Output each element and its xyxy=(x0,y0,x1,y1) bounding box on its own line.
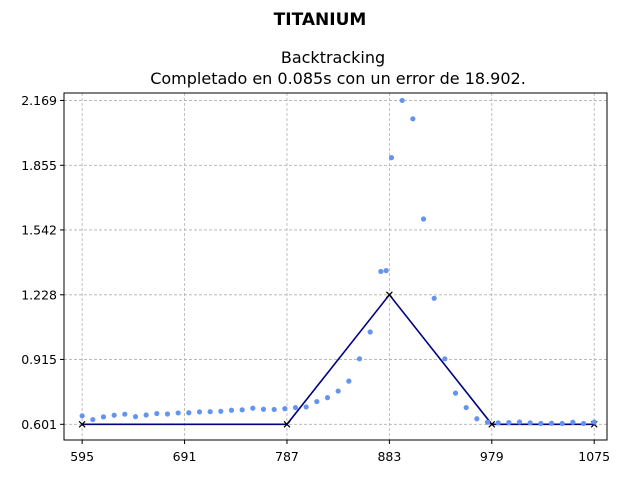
data-point xyxy=(516,419,523,425)
data-point xyxy=(452,390,459,396)
data-point xyxy=(388,155,395,161)
data-point xyxy=(591,419,597,425)
data-point xyxy=(143,412,149,418)
data-point xyxy=(260,406,267,412)
fit-line xyxy=(82,293,595,426)
breakpoint-marker xyxy=(283,420,291,428)
chart-title-line2: Completado en 0.085s con un error de 18.… xyxy=(150,69,526,88)
data-point xyxy=(175,410,181,416)
plot-frame xyxy=(63,92,608,441)
y-tick-label: 1.855 xyxy=(21,158,57,173)
data-point xyxy=(122,411,128,417)
x-tick-label: 979 xyxy=(480,449,504,464)
x-tick-label: 595 xyxy=(70,449,94,464)
data-point xyxy=(538,420,544,427)
data-point xyxy=(111,412,117,418)
data-point xyxy=(100,414,107,420)
data-point xyxy=(383,268,389,274)
x-tick-label: 1075 xyxy=(578,449,610,464)
data-point xyxy=(207,409,213,415)
y-tick-label: 0.601 xyxy=(21,417,57,432)
data-point xyxy=(282,406,288,412)
data-point xyxy=(431,295,437,301)
y-tick-label: 1.542 xyxy=(21,222,57,237)
data-point xyxy=(324,395,331,401)
data-point xyxy=(218,408,224,414)
data-point xyxy=(164,411,171,417)
x-tick-label: 787 xyxy=(275,449,299,464)
data-point xyxy=(474,416,480,422)
data-point xyxy=(410,116,416,122)
data-point xyxy=(356,356,363,362)
data-point xyxy=(484,419,491,425)
data-point xyxy=(303,404,309,410)
data-point xyxy=(132,414,139,420)
data-point xyxy=(186,410,192,416)
data-point xyxy=(79,413,85,419)
data-point xyxy=(442,356,448,362)
data-point xyxy=(90,416,96,423)
data-point xyxy=(527,420,533,426)
data-point xyxy=(314,398,320,405)
data-point xyxy=(154,410,160,417)
data-point xyxy=(335,388,341,394)
data-point xyxy=(420,216,427,222)
data-point xyxy=(580,420,587,427)
point-layer xyxy=(79,97,597,427)
data-point xyxy=(399,97,405,104)
y-tick-label: 1.228 xyxy=(21,287,57,302)
breakpoint-marker xyxy=(385,291,393,299)
data-point xyxy=(228,407,235,413)
grid-layer xyxy=(64,93,607,440)
data-point xyxy=(271,406,277,413)
data-point xyxy=(292,404,299,411)
data-point xyxy=(570,419,576,425)
data-point xyxy=(559,420,565,427)
data-point xyxy=(378,268,384,275)
chart-title-line1: Backtracking xyxy=(281,48,385,67)
breakpoint-marker xyxy=(78,420,86,428)
data-point xyxy=(196,409,203,415)
data-point xyxy=(239,407,245,413)
y-tick-label: 2.169 xyxy=(21,93,57,108)
data-point xyxy=(463,404,469,411)
data-point xyxy=(367,329,373,335)
chart-suptitle: TITANIUM xyxy=(274,10,367,30)
data-point xyxy=(506,420,512,426)
y-tick-label: 0.915 xyxy=(21,352,57,367)
data-point xyxy=(548,420,555,426)
data-point xyxy=(250,405,256,411)
data-point xyxy=(495,420,501,426)
tick-layer: 595 691 787 883 979 1075 0.601 0.915 1.228 1.542 1… xyxy=(21,93,610,464)
data-point xyxy=(346,378,352,384)
x-tick-label: 691 xyxy=(173,449,197,464)
x-tick-label: 883 xyxy=(377,449,401,464)
